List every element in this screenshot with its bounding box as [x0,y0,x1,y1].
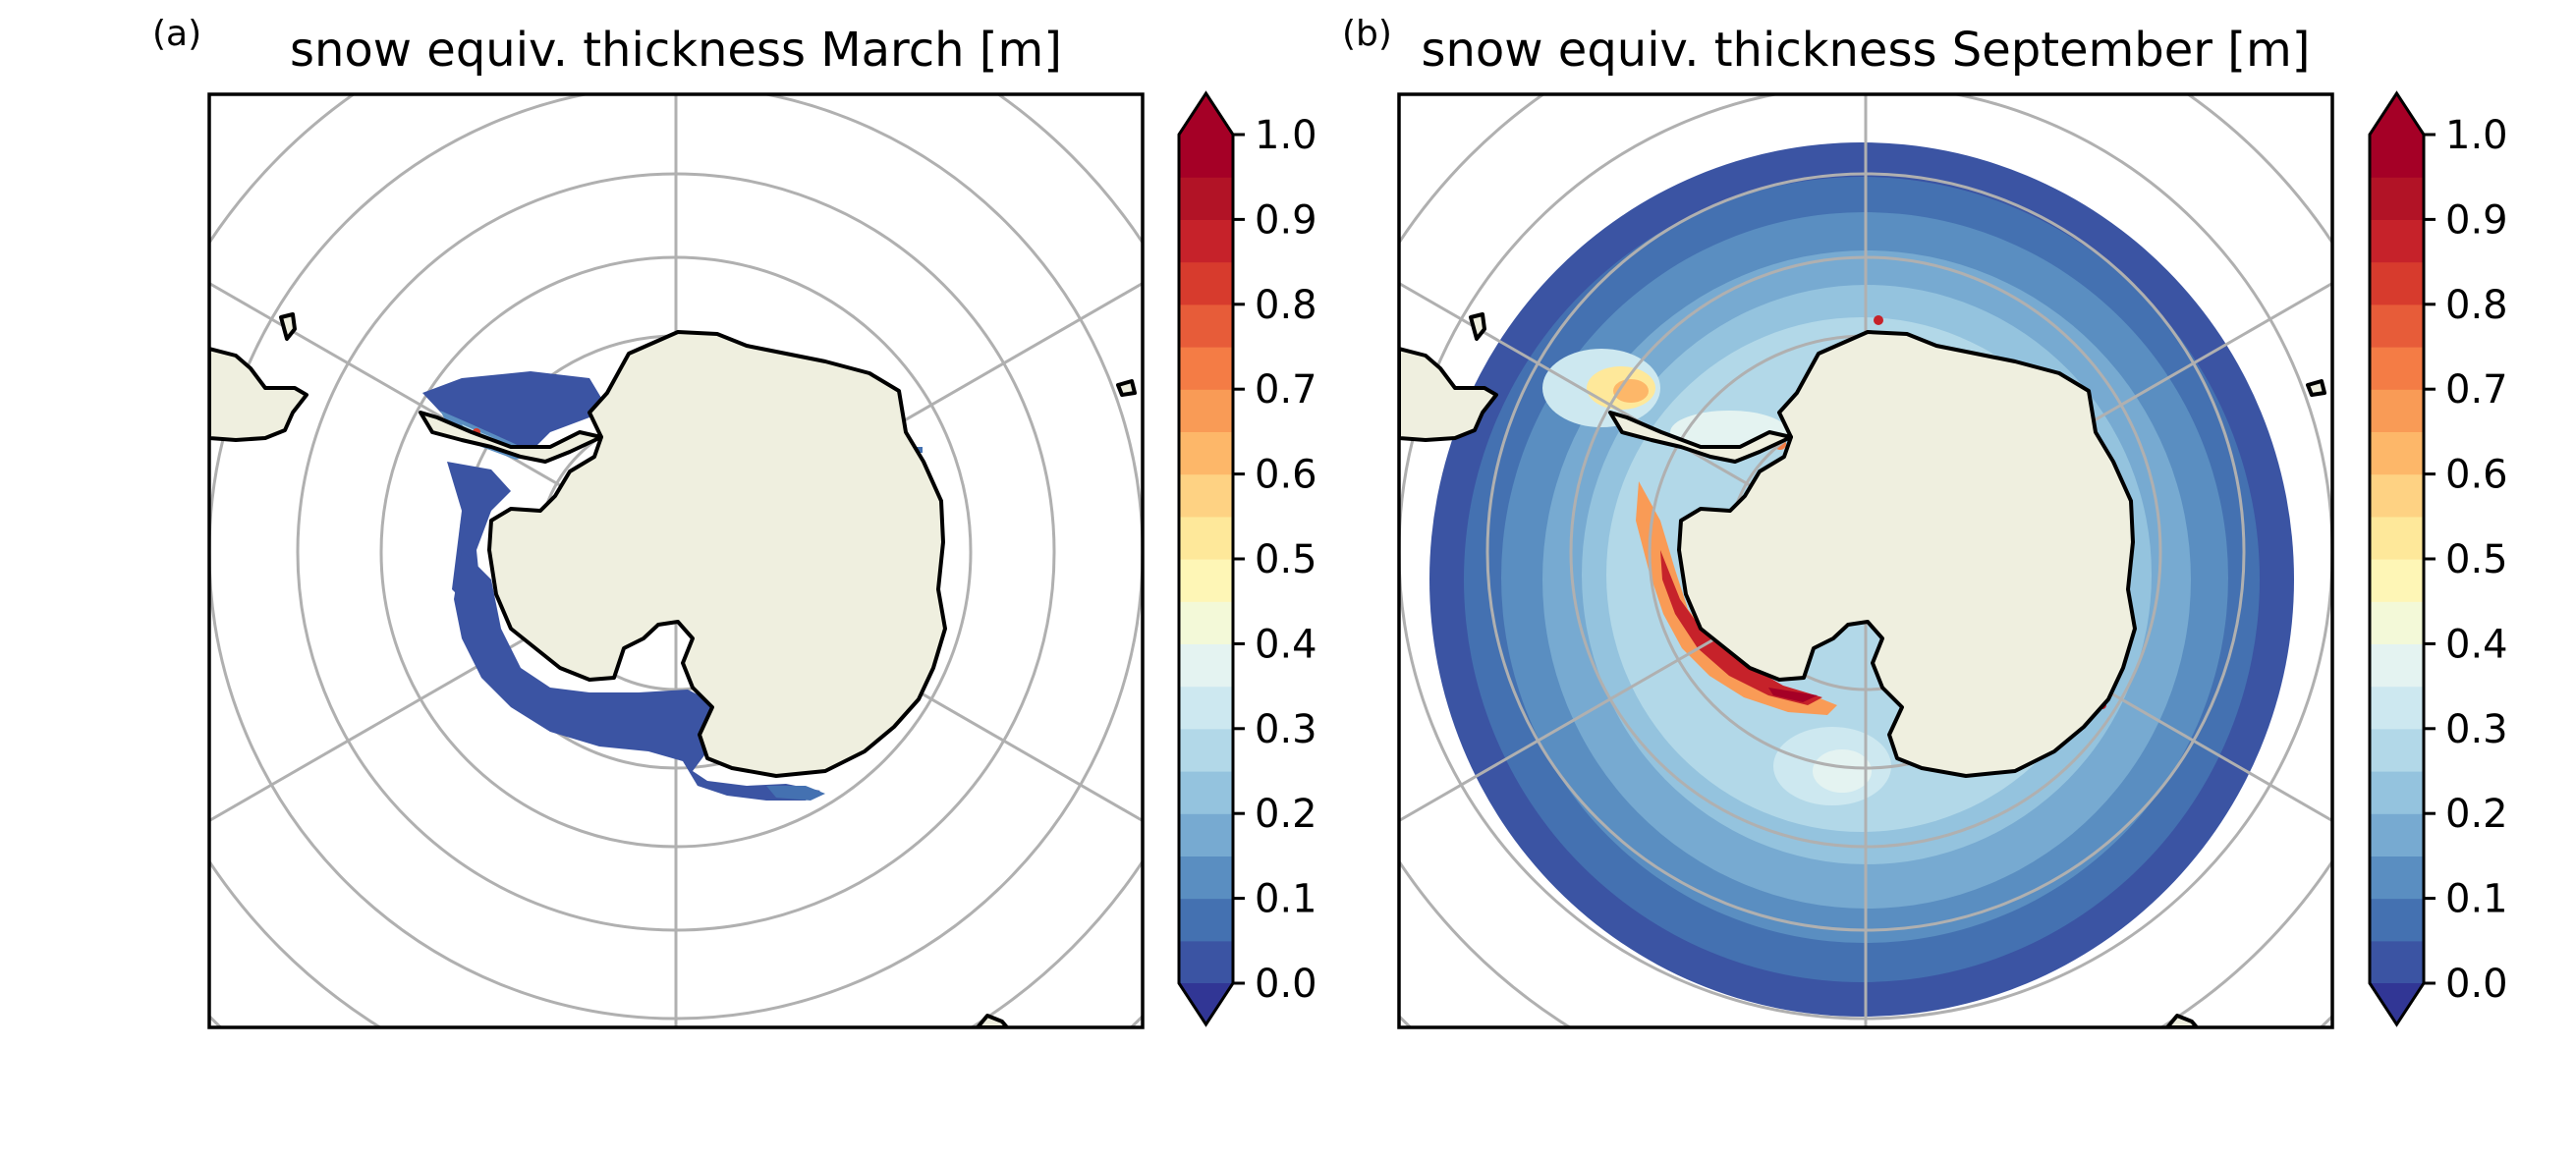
colorbar-a-segment [1179,347,1233,390]
colorbar-a-tick-label: 0.0 [1255,962,1317,1007]
colorbar-a-tick-label: 0.1 [1255,877,1317,922]
colorbar-b-segment [2370,177,2424,220]
map-a-frame [207,92,1145,1029]
colorbar-a-segment [1179,219,1233,263]
colorbar-b-segment [2370,431,2424,475]
panel-b-title: snow equiv. thickness September [m] [1421,23,2310,78]
colorbar-b-tick-label: 1.0 [2445,113,2508,158]
colorbar-a-segment [1179,177,1233,220]
south-america [1399,347,1498,442]
colorbar-a-segment [1179,431,1233,475]
colorbar-a-tick-label: 0.9 [1255,197,1317,243]
colorbar-a-segment [1179,135,1233,178]
colorbar-a-segment [1179,940,1233,984]
antarctic-peninsula [419,411,603,464]
colorbar-a-segment [1179,389,1233,432]
colorbar-a-segment [1179,601,1233,644]
colorbar-b-segment [2370,347,2424,390]
colorbar-b-tick-label: 0.5 [2445,537,2508,582]
colorbar-b-over-extension [2370,93,2424,135]
colorbar-b-segment [2370,643,2424,688]
colorbar-b-tick-label: 0.8 [2445,283,2508,328]
colorbar-b-segment [2370,856,2424,900]
colorbar-a-segment [1179,304,1233,348]
antarctica-continent [1677,330,2137,778]
colorbar-a-over-extension [1179,93,1233,135]
colorbar-a-segment [1179,261,1233,305]
map-b-land [1399,312,2326,1027]
map-a-sea-ice [422,371,923,801]
colorbar-march: 0.0 0.1 0.2 0.3 0.4 0.5 0.6 0.7 0.8 0.9 1.0 [1177,90,1317,1027]
colorbar-b-segment [2370,135,2424,178]
map-september [1399,94,2332,1027]
colorbar-b-segment [2370,686,2424,730]
panel-a-tag: (a) [152,14,201,54]
colorbar-b-tick-label: 0.2 [2445,792,2508,837]
panel-a-title: snow equiv. thickness March [m] [290,23,1062,78]
colorbar-a-tick-label: 0.8 [1255,283,1317,328]
colorbar-a-segment [1179,473,1233,518]
panel-march: (a) snow equiv. thickness March [m] [152,14,1145,1029]
colorbar-a-segment [1179,813,1233,856]
colorbar-a-tick-label: 0.2 [1255,792,1317,837]
colorbar-a-tick-label: 0.4 [1255,622,1317,667]
panel-b-tag: (b) [1342,14,1392,54]
colorbar-b-tick-label: 0.4 [2445,622,2508,667]
colorbar-b-segment [2370,219,2424,263]
antarctic-peninsula [1608,411,1793,464]
colorbar-b-segment [2370,771,2424,814]
colorbar-b-segment [2370,940,2424,984]
colorbar-b-tick-label: 0.3 [2445,707,2508,752]
colorbar-b-segment [2370,261,2424,305]
colorbar-b-tick-label: 0.9 [2445,197,2508,243]
colorbar-a-tick-label: 1.0 [1255,113,1317,158]
colorbar-a-segment [1179,856,1233,900]
colorbar-b-segment [2370,559,2424,602]
south-america [209,347,308,442]
colorbar-a-tick-label: 0.6 [1255,453,1317,498]
colorbar-b-segment [2370,813,2424,856]
colorbar-b-tick-label: 0.1 [2445,877,2508,922]
colorbar-b-tick-label: 0.0 [2445,962,2508,1007]
colorbar-b-segment [2370,473,2424,518]
map-b-frame [1397,92,2334,1029]
colorbar-b-segment [2370,516,2424,560]
colorbar-a-segment [1179,728,1233,772]
map-a-land [209,312,1137,1027]
colorbar-a-under-extension [1179,983,1233,1024]
colorbar-september: 0.0 0.1 0.2 0.3 0.4 0.5 0.6 0.7 0.8 0.9 1.0 [2368,90,2508,1027]
colorbar-b-segment [2370,601,2424,644]
colorbar-b-segment [2370,389,2424,432]
colorbar-b-segment [2370,898,2424,942]
colorbar-a-segment [1179,516,1233,560]
colorbar-b-tick-label: 0.7 [2445,367,2508,413]
colorbar-a-tick-label: 0.5 [1255,537,1317,582]
colorbar-a-tick-label: 0.3 [1255,707,1317,752]
colorbar-b-tick-label: 0.6 [2445,453,2508,498]
antarctica-continent [487,330,947,778]
colorbar-a-segment [1179,559,1233,602]
colorbar-a-segment [1179,771,1233,814]
colorbar-a-segment [1179,643,1233,688]
colorbar-b-segment [2370,304,2424,348]
colorbar-b-under-extension [2370,983,2424,1024]
colorbar-a-segment [1179,898,1233,942]
colorbar-a-tick-label: 0.7 [1255,367,1317,413]
colorbar-a-segment [1179,686,1233,730]
panel-september: (b) snow equiv. thickness September [m] [1342,14,2334,1029]
colorbar-b-segment [2370,728,2424,772]
map-march [209,94,1143,1027]
